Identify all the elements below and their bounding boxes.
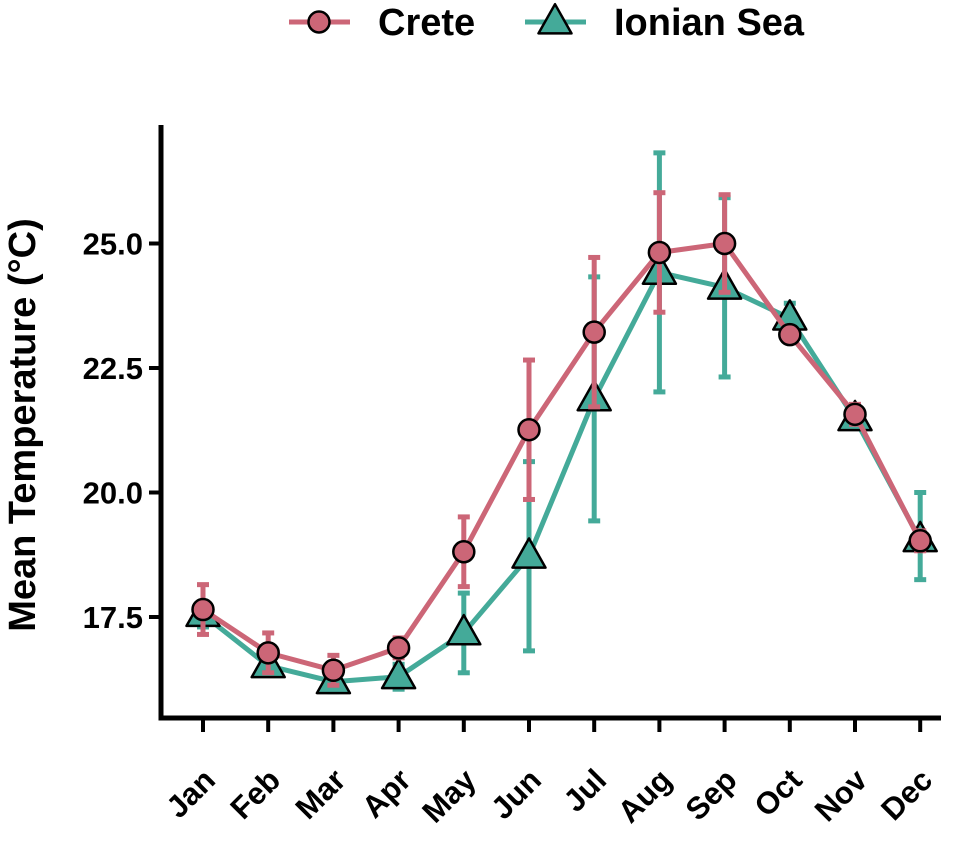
x-tick-label: Dec	[874, 762, 939, 827]
data-point	[386, 636, 411, 660]
x-tick-label: Aug	[611, 762, 678, 829]
data-point	[511, 537, 547, 569]
x-tick-label: Apr	[355, 762, 418, 825]
legend-circle-marker	[307, 10, 331, 34]
data-point	[452, 540, 476, 564]
x-tick-label: Feb	[223, 762, 287, 826]
data-point	[321, 658, 346, 683]
series-layer	[185, 150, 938, 695]
series-crete	[191, 190, 932, 688]
data-point	[908, 529, 932, 553]
x-tick-label: May	[415, 762, 483, 830]
y-ticks: 17.5 20.0 22.5 25.0	[83, 227, 161, 635]
data-point	[446, 613, 482, 646]
x-tick-label: Oct	[747, 762, 808, 823]
x-tick-label: Jul	[557, 762, 613, 818]
legend-label: Ionian Sea	[614, 2, 805, 44]
data-point	[256, 641, 280, 665]
x-tick-label: Jan	[159, 762, 222, 825]
legend-label: Crete	[378, 2, 475, 44]
x-tick-label: Nov	[808, 762, 875, 829]
axes	[158, 125, 941, 721]
data-point	[778, 322, 802, 347]
legend: Crete Ionian Sea	[289, 2, 805, 44]
legend-item: Ionian Sea	[525, 2, 805, 44]
legend-item: Crete	[289, 2, 475, 44]
data-point	[843, 402, 867, 427]
series-line	[201, 269, 923, 685]
data-point	[582, 320, 606, 344]
y-tick-label: 22.5	[83, 351, 143, 386]
y-tick-label: 17.5	[83, 600, 143, 635]
x-tick-label: Sep	[679, 762, 744, 827]
x-tick-label: Jun	[484, 762, 548, 826]
legend-triangle-marker	[537, 2, 573, 35]
y-tick-label: 20.0	[83, 476, 143, 511]
data-point	[647, 240, 672, 265]
x-tick-label: Mar	[289, 762, 353, 826]
data-point	[191, 597, 215, 622]
data-point	[380, 657, 417, 690]
series-ionian-sea	[185, 150, 938, 695]
data-point	[712, 231, 737, 256]
y-axis-title: Mean Temperature (°C)	[2, 218, 44, 632]
y-tick-label: 25.0	[83, 227, 143, 262]
series-line	[201, 241, 923, 673]
data-point	[517, 418, 541, 442]
